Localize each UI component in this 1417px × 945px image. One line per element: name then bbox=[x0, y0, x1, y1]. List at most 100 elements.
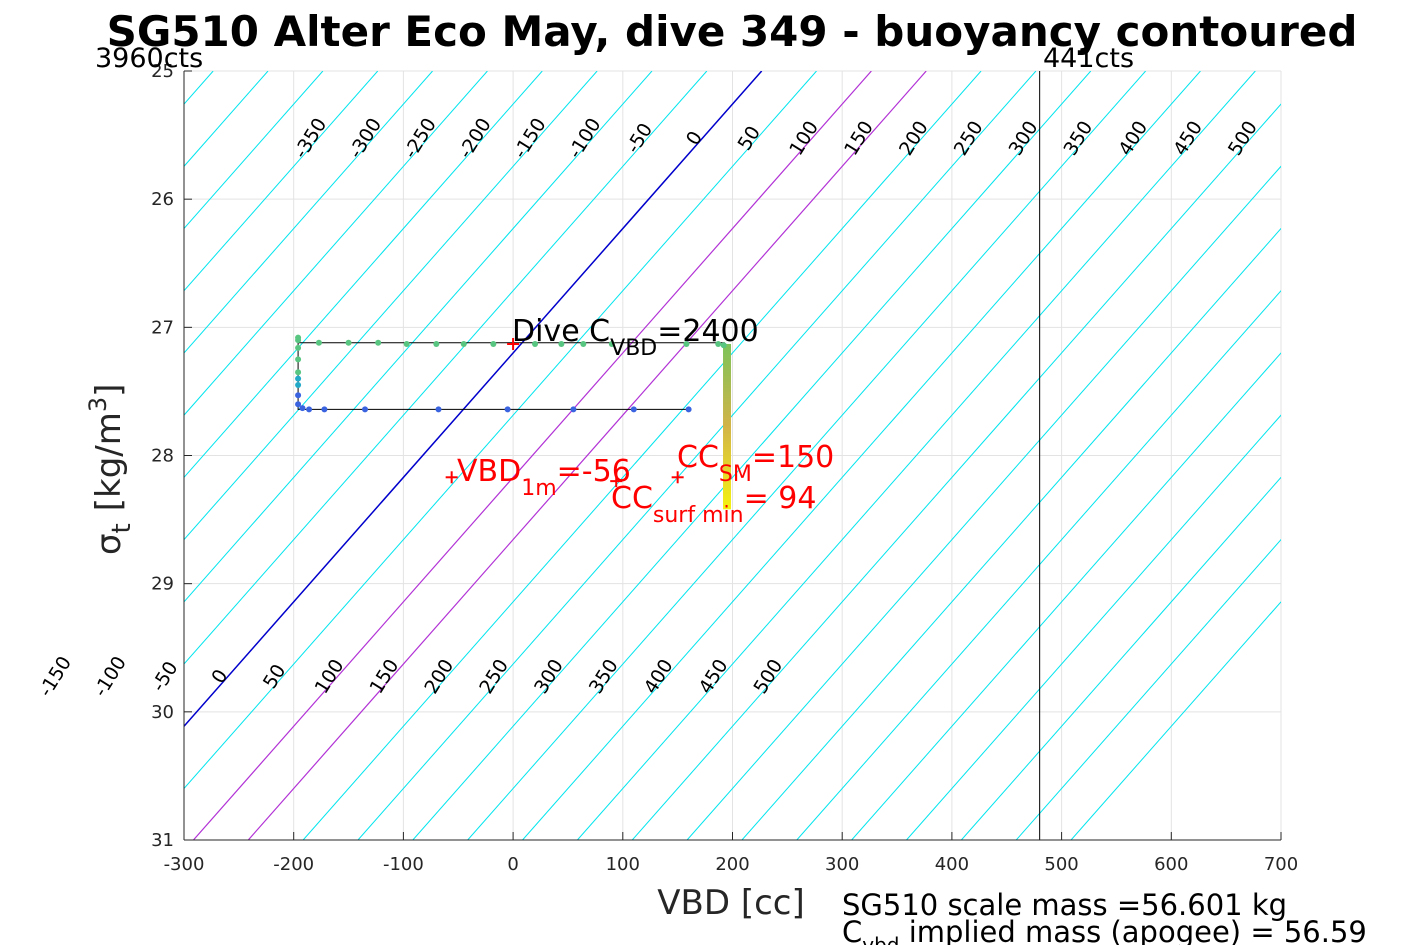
contour-line bbox=[0, 71, 49, 840]
descent-point bbox=[435, 406, 442, 413]
x-tick-label: 500 bbox=[1044, 854, 1078, 875]
descent-point bbox=[504, 406, 511, 413]
ascent-point bbox=[375, 339, 382, 346]
ascent-point bbox=[715, 340, 722, 347]
x-tick-label: 400 bbox=[935, 854, 969, 875]
ascent-point bbox=[345, 339, 352, 346]
y-axis-subscript: t bbox=[107, 523, 137, 533]
y-tick-label: 31 bbox=[151, 830, 174, 851]
ascent-point bbox=[433, 340, 440, 347]
descent-point bbox=[295, 375, 302, 382]
ascent-point bbox=[558, 340, 565, 347]
contour-line bbox=[796, 289, 1281, 840]
svg-text:σt[kg/m3]: σt [kg/m3] bbox=[84, 384, 137, 555]
contour-line bbox=[522, 71, 1201, 840]
x-tick-label: 0 bbox=[507, 854, 518, 875]
y-tick-label: 29 bbox=[151, 574, 174, 595]
contour-line bbox=[184, 71, 543, 479]
contour-line bbox=[412, 71, 1092, 840]
x-tick-label: 700 bbox=[1264, 854, 1298, 875]
ascent-point bbox=[580, 340, 587, 347]
contour-line bbox=[851, 352, 1281, 840]
cc-surf-min-annotation: CCsurf min= 94 bbox=[611, 481, 816, 528]
contour-line bbox=[184, 71, 708, 665]
contour-line bbox=[184, 71, 433, 354]
contour-line bbox=[0, 71, 158, 840]
y-axis-unit-close: ] bbox=[89, 384, 129, 397]
x-tick-label: 600 bbox=[1154, 854, 1188, 875]
dive-cvbd-annotation: Dive CVBD=2400 bbox=[512, 314, 759, 361]
ascent-point bbox=[683, 340, 690, 347]
marker-plus bbox=[507, 337, 520, 350]
y-axis-unit: [kg/m bbox=[89, 412, 129, 511]
vbd-1m-annotation: VBD1m=-56 bbox=[457, 454, 631, 501]
x-axis-label: VBD [cc] bbox=[657, 883, 805, 923]
ascent-point bbox=[315, 339, 322, 346]
contour-line bbox=[906, 414, 1281, 840]
y-axis-symbol: σ bbox=[89, 533, 129, 555]
x-tick-label: 100 bbox=[606, 854, 640, 875]
contour-label-bottom: -50 bbox=[147, 658, 182, 696]
contour-line bbox=[1070, 601, 1281, 840]
descent-point bbox=[685, 406, 692, 413]
y-tick-label: 30 bbox=[151, 702, 174, 723]
descent-point bbox=[630, 406, 637, 413]
ascent-point bbox=[295, 356, 302, 363]
contour-label-bottom: -150 bbox=[35, 652, 77, 700]
ascent-point bbox=[720, 342, 727, 349]
ascent-point bbox=[295, 334, 302, 341]
y-tick-label: 28 bbox=[151, 446, 174, 467]
y-axis-label: σt [kg/m3] bbox=[84, 384, 137, 555]
ascent-point bbox=[532, 340, 539, 347]
ascent-point bbox=[460, 340, 467, 347]
descent-point bbox=[321, 406, 328, 413]
descent-point bbox=[362, 406, 369, 413]
marker-plus bbox=[610, 475, 623, 488]
ascent-point bbox=[295, 344, 302, 351]
y-tick-label: 27 bbox=[151, 317, 174, 338]
marker-plus bbox=[445, 471, 458, 484]
descent-point bbox=[299, 405, 306, 412]
x-tick-label: 200 bbox=[715, 854, 749, 875]
contour-line bbox=[686, 165, 1281, 840]
contour-line bbox=[577, 71, 1256, 840]
x-tick-label: 300 bbox=[825, 854, 859, 875]
surface-segment bbox=[723, 343, 732, 510]
contour-line bbox=[184, 71, 598, 541]
contour-line bbox=[184, 71, 379, 292]
cc-sm-annotation: CCSM=150 bbox=[677, 440, 834, 487]
contour-line bbox=[0, 71, 103, 840]
contour-line bbox=[192, 71, 872, 840]
descent-point bbox=[570, 406, 577, 413]
plot-area: -350 -300 -250 -200 -150 -100 -50 0 50 100 150 200 2… bbox=[0, 61, 1299, 875]
contour-line bbox=[1015, 538, 1281, 840]
contour-line bbox=[184, 71, 324, 230]
y-axis-unit-superscript: 3 bbox=[84, 397, 112, 412]
ascent-point bbox=[608, 340, 615, 347]
contour-line bbox=[184, 71, 488, 416]
chart-title: SG510 Alter Eco May, dive 349 - buoyancy… bbox=[107, 7, 1358, 56]
x-tick-label: -200 bbox=[273, 854, 314, 875]
contour-label-bottom: -100 bbox=[89, 652, 131, 700]
scale-mass-text: SG510 scale mass =56.601 kg bbox=[842, 888, 1287, 922]
y-tick-label: 25 bbox=[151, 61, 174, 82]
descent-point bbox=[295, 382, 302, 389]
contour-line bbox=[960, 476, 1281, 840]
contour-line bbox=[467, 71, 1147, 840]
contour-line bbox=[247, 71, 927, 840]
ascent-point bbox=[295, 369, 302, 376]
x-tick-label: -300 bbox=[164, 854, 205, 875]
contour-line bbox=[631, 103, 1281, 840]
contour-line bbox=[184, 71, 653, 603]
implied-mass-text: Cvbd implied mass (apogee) = 56.59 bbox=[842, 915, 1367, 945]
contour-line bbox=[184, 71, 817, 790]
contour-line bbox=[357, 71, 1037, 840]
descent-point bbox=[295, 392, 302, 399]
marker-plus bbox=[671, 471, 684, 484]
contour-lines bbox=[0, 71, 1281, 840]
contour-line bbox=[741, 227, 1281, 840]
y-tick-label: 26 bbox=[151, 189, 174, 210]
ascent-point bbox=[490, 340, 497, 347]
descent-point bbox=[306, 406, 313, 413]
